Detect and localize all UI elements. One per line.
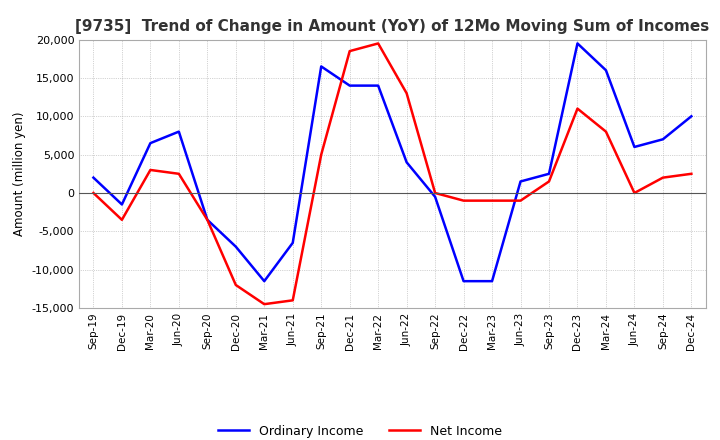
- Net Income: [146, 167, 155, 172]
- Net Income: [602, 129, 611, 134]
- Ordinary Income: [659, 137, 667, 142]
- Net Income: [487, 198, 496, 203]
- Ordinary Income: [317, 64, 325, 69]
- Ordinary Income: [602, 68, 611, 73]
- Ordinary Income: [260, 279, 269, 284]
- Line: Ordinary Income: Ordinary Income: [94, 44, 691, 281]
- Ordinary Income: [374, 83, 382, 88]
- Net Income: [346, 48, 354, 54]
- Net Income: [659, 175, 667, 180]
- Ordinary Income: [687, 114, 696, 119]
- Net Income: [431, 191, 439, 196]
- Net Income: [630, 191, 639, 196]
- Net Income: [89, 191, 98, 196]
- Title: [9735]  Trend of Change in Amount (YoY) of 12Mo Moving Sum of Incomes: [9735] Trend of Change in Amount (YoY) o…: [76, 19, 709, 34]
- Net Income: [516, 198, 525, 203]
- Ordinary Income: [232, 244, 240, 249]
- Net Income: [117, 217, 126, 223]
- Ordinary Income: [89, 175, 98, 180]
- Net Income: [289, 298, 297, 303]
- Y-axis label: Amount (million yen): Amount (million yen): [13, 112, 27, 236]
- Ordinary Income: [487, 279, 496, 284]
- Ordinary Income: [402, 160, 411, 165]
- Net Income: [260, 301, 269, 307]
- Legend: Ordinary Income, Net Income: Ordinary Income, Net Income: [213, 420, 507, 440]
- Ordinary Income: [203, 217, 212, 223]
- Ordinary Income: [459, 279, 468, 284]
- Net Income: [545, 179, 554, 184]
- Ordinary Income: [630, 144, 639, 150]
- Net Income: [573, 106, 582, 111]
- Ordinary Income: [117, 202, 126, 207]
- Net Income: [174, 171, 183, 176]
- Net Income: [203, 217, 212, 223]
- Net Income: [402, 91, 411, 96]
- Net Income: [232, 282, 240, 288]
- Ordinary Income: [174, 129, 183, 134]
- Ordinary Income: [289, 240, 297, 246]
- Net Income: [317, 152, 325, 157]
- Ordinary Income: [516, 179, 525, 184]
- Ordinary Income: [146, 140, 155, 146]
- Net Income: [687, 171, 696, 176]
- Line: Net Income: Net Income: [94, 44, 691, 304]
- Ordinary Income: [346, 83, 354, 88]
- Ordinary Income: [573, 41, 582, 46]
- Net Income: [374, 41, 382, 46]
- Ordinary Income: [545, 171, 554, 176]
- Ordinary Income: [431, 194, 439, 199]
- Net Income: [459, 198, 468, 203]
